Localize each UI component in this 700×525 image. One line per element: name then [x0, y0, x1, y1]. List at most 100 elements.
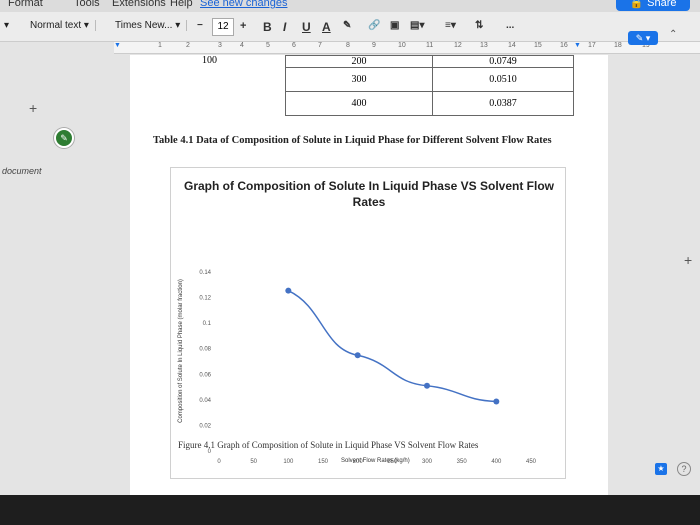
data-point	[354, 352, 361, 359]
x-tick-label: 450	[526, 459, 537, 465]
ruler[interactable]: ▼ 1 2 3 4 5 6 7 8 9 10 11 12 13 14 15 16…	[114, 42, 700, 54]
table-cell[interactable]: 200	[285, 55, 433, 68]
comment-icon[interactable]: ▣	[390, 20, 400, 31]
menu-bar: Format Tools Extensions Help See new cha…	[0, 0, 700, 12]
ruler-tick: 2	[186, 42, 190, 49]
chevron-down-icon[interactable]: ▾	[4, 20, 10, 31]
x-tick-label: 150	[318, 459, 329, 465]
ruler-tick: 1	[158, 42, 162, 49]
ruler-tick: 16	[560, 42, 568, 49]
grammar-assistant-icon[interactable]: ✎	[54, 128, 74, 148]
share-label: Share	[647, 0, 677, 9]
text-color-button[interactable]: A	[322, 20, 331, 34]
x-tick-label: 100	[283, 459, 294, 465]
table-cell[interactable]: 0.0749	[432, 55, 574, 68]
y-tick-label: 0.14	[199, 270, 211, 276]
style-select-value: Normal text	[30, 20, 82, 31]
y-tick-label: 0.1	[203, 321, 212, 327]
taskbar	[0, 495, 700, 525]
decrease-font-button[interactable]: −	[197, 20, 203, 31]
ruler-tick: 6	[292, 42, 296, 49]
document-page[interactable]: 100 200 0.0749 300 0.0510 400 0.0387 Tab…	[130, 55, 608, 525]
underline-button[interactable]: U	[302, 20, 311, 34]
ruler-tick: 4	[240, 42, 244, 49]
data-table: 200 0.0749 300 0.0510 400 0.0387	[285, 55, 574, 116]
table-cell[interactable]: 400	[285, 91, 433, 116]
align-icon[interactable]: ≡▾	[445, 20, 456, 31]
y-tick-label: 0.02	[199, 423, 211, 429]
menu-tools[interactable]: Tools	[74, 0, 100, 9]
data-point	[424, 382, 430, 389]
increase-font-button[interactable]: +	[240, 20, 247, 32]
ruler-tick: 17	[588, 42, 596, 49]
data-point	[285, 287, 292, 294]
highlight-icon[interactable]: ✎	[343, 20, 352, 31]
y-tick-label: 0	[208, 449, 212, 455]
ruler-tick: 8	[346, 42, 350, 49]
bold-button[interactable]: B	[263, 20, 272, 34]
help-icon[interactable]: ?	[677, 462, 691, 476]
x-axis-label: Solvent Flow Rates (kg/h)	[341, 458, 410, 464]
ruler-tick: 13	[480, 42, 488, 49]
font-select-value: Times New...	[115, 20, 173, 31]
ruler-tick: 7	[318, 42, 322, 49]
link-icon[interactable]: 🔗	[368, 20, 381, 31]
ruler-tick: 12	[454, 42, 462, 49]
see-new-changes-link[interactable]: See new changes	[200, 0, 288, 9]
right-indent-marker-icon[interactable]: ▼	[574, 42, 581, 49]
menu-format[interactable]: Format	[8, 0, 43, 9]
share-button[interactable]: 🔒 Share	[616, 0, 690, 11]
y-tick-label: 0.06	[199, 372, 211, 378]
chart[interactable]: Graph of Composition of Solute In Liquid…	[170, 167, 566, 479]
font-size-input[interactable]: 12	[212, 18, 234, 36]
table-cell[interactable]: 0.0510	[432, 67, 574, 92]
series-line	[288, 289, 497, 403]
add-tab-icon[interactable]: +	[29, 100, 38, 116]
more-button[interactable]: ...	[506, 20, 515, 31]
ruler-tick: 11	[426, 42, 434, 49]
x-tick-label: 200	[353, 459, 364, 465]
y-tick-label: 0.12	[199, 296, 211, 302]
editing-mode-button[interactable]: ✎ ▾	[628, 31, 658, 45]
ruler-tick: 10	[398, 42, 406, 49]
table-cell[interactable]: 300	[285, 67, 433, 92]
line-spacing-icon[interactable]: ⇅	[475, 20, 484, 31]
x-tick-label: 400	[491, 459, 502, 465]
table-cell[interactable]: 0.0387	[432, 91, 574, 116]
table-caption: Table 4.1 Data of Composition of Solute …	[153, 135, 552, 146]
x-tick-label: 250	[387, 459, 398, 465]
style-select[interactable]: Normal text ▾	[30, 20, 96, 31]
table-cell: 100	[202, 55, 217, 66]
ruler-tick: 14	[508, 42, 516, 49]
image-icon[interactable]: ▤▾	[410, 20, 425, 31]
ruler-tick: 9	[372, 42, 376, 49]
italic-button[interactable]: I	[283, 20, 287, 34]
ruler-tick: 3	[218, 42, 222, 49]
indent-marker-icon[interactable]: ▼	[114, 42, 121, 49]
document-outline-label: document	[2, 166, 42, 176]
y-tick-label: 0.04	[199, 398, 211, 404]
table-row: 400 0.0387	[285, 91, 574, 116]
x-tick-label: 350	[457, 459, 468, 465]
chart-title: Graph of Composition of Solute In Liquid…	[183, 179, 554, 209]
menu-extensions[interactable]: Extensions	[112, 0, 166, 9]
figure-caption: Figure 4.1 Graph of Composition of Solut…	[178, 440, 479, 450]
explore-icon[interactable]: ★	[655, 463, 667, 475]
table-row: 300 0.0510	[285, 67, 574, 92]
menu-help[interactable]: Help	[170, 0, 193, 9]
lock-icon: 🔒	[629, 0, 644, 9]
data-point	[493, 398, 500, 405]
chart-plot-area: 0 0.02 0.04 0.06 0.08 0.1 0.12 0.14 0 50 100 150 200…	[199, 270, 537, 465]
add-addon-icon[interactable]: +	[684, 252, 693, 268]
font-select[interactable]: Times New... ▾	[115, 20, 188, 31]
x-tick-label: 0	[217, 459, 221, 465]
ruler-tick: 5	[266, 42, 270, 49]
x-tick-label: 300	[422, 459, 433, 465]
chevron-up-icon[interactable]: ⌃	[669, 29, 678, 40]
toolbar: ▾ Normal text ▾ Times New... ▾ − 12 + B …	[0, 12, 700, 42]
ruler-tick: 18	[614, 42, 622, 49]
table-row: 200 0.0749	[285, 55, 574, 68]
ruler-tick: 15	[534, 42, 542, 49]
ruler-tick: 19	[642, 42, 650, 49]
y-tick-label: 0.08	[199, 347, 211, 353]
